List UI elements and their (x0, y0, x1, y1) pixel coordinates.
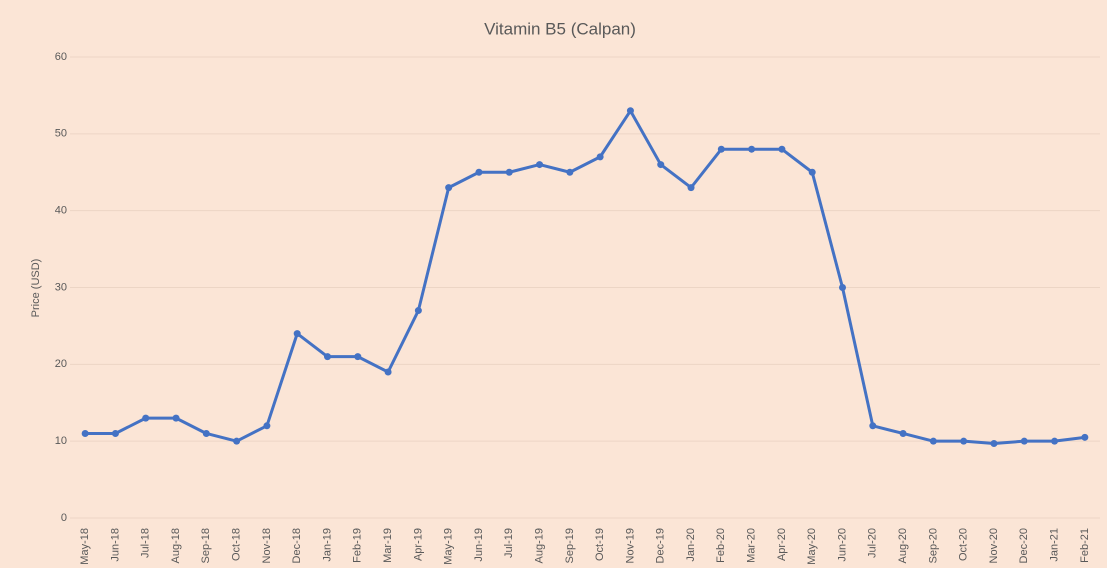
x-tick-label: Apr-20 (776, 528, 788, 561)
y-tick-label: 10 (55, 435, 67, 447)
x-tick-label: Nov-20 (988, 528, 1000, 563)
chart-title: Vitamin B5 (Calpan) (484, 19, 636, 38)
x-tick-label: Feb-19 (352, 528, 364, 563)
data-point (111, 429, 119, 437)
data-point (1051, 437, 1059, 445)
x-tick-label: Jun-18 (109, 528, 121, 562)
data-point (505, 168, 513, 176)
data-point (808, 168, 816, 176)
data-point (202, 429, 210, 437)
data-point (748, 145, 756, 153)
data-point (1081, 433, 1089, 441)
x-tick-label: Jan-21 (1048, 528, 1060, 562)
data-point (536, 161, 544, 169)
x-tick-label: Mar-20 (746, 528, 758, 563)
x-tick-label: Nov-18 (261, 528, 273, 563)
x-tick-label: Feb-20 (715, 528, 727, 563)
x-tick-label: Jul-18 (140, 528, 152, 558)
data-point (142, 414, 150, 422)
x-tick-label: Apr-19 (412, 528, 424, 561)
data-point (354, 353, 362, 361)
data-point (566, 168, 574, 176)
x-tick-label: Oct-20 (958, 528, 970, 561)
y-tick-label: 20 (55, 358, 67, 370)
x-tick-label: Nov-19 (624, 528, 636, 563)
data-point (1020, 437, 1028, 445)
x-tick-label: Jul-20 (867, 528, 879, 558)
data-point (596, 153, 604, 161)
data-point (626, 107, 634, 115)
data-point (869, 422, 877, 430)
data-point (172, 414, 180, 422)
y-tick-label: 0 (61, 512, 67, 524)
y-axis-label: Price (USD) (30, 259, 42, 318)
data-point (293, 330, 301, 338)
data-point (324, 353, 331, 361)
data-point (414, 307, 422, 315)
data-point (384, 368, 392, 376)
data-point (233, 437, 241, 445)
x-tick-label: Oct-18 (231, 528, 243, 561)
data-point (990, 439, 998, 447)
data-point (929, 437, 937, 445)
data-point (717, 145, 725, 153)
y-tick-label: 30 (55, 281, 67, 293)
x-tick-label: Jan-19 (321, 528, 333, 562)
y-tick-label: 50 (55, 128, 67, 140)
data-point (687, 184, 695, 192)
y-tick-label: 60 (55, 51, 67, 63)
x-tick-label: Sep-18 (200, 528, 212, 563)
data-line (85, 109, 1086, 445)
data-point (445, 184, 453, 192)
x-tick-label: Jun-20 (836, 528, 848, 562)
x-tick-label: May-18 (79, 528, 91, 565)
x-tick-label: Jun-19 (473, 528, 485, 562)
x-tick-label: Dec-20 (1018, 528, 1030, 563)
x-tick-label: May-20 (806, 528, 818, 565)
data-point (81, 429, 89, 437)
x-tick-label: Sep-19 (564, 528, 576, 563)
data-point (263, 422, 271, 430)
x-tick-label: Aug-18 (170, 528, 182, 563)
y-tick-label: 40 (55, 205, 67, 217)
x-tick-label: Oct-19 (594, 528, 606, 561)
x-tick-label: Jul-19 (503, 528, 515, 558)
data-point (899, 429, 907, 437)
x-tick-label: Feb-21 (1079, 528, 1091, 563)
x-tick-label: Aug-20 (897, 528, 909, 563)
x-tick-label: Jan-20 (685, 528, 697, 562)
data-point (778, 145, 786, 153)
data-point (475, 168, 483, 176)
data-point (839, 284, 846, 291)
x-tick-label: Dec-19 (655, 528, 667, 563)
data-point (657, 161, 665, 169)
x-tick-label: May-19 (443, 528, 455, 565)
x-tick-label: Dec-18 (291, 528, 303, 563)
x-tick-label: Sep-20 (927, 528, 939, 563)
x-tick-label: Aug-19 (533, 528, 545, 563)
x-tick-label: Mar-19 (382, 528, 394, 563)
data-point (960, 437, 968, 445)
